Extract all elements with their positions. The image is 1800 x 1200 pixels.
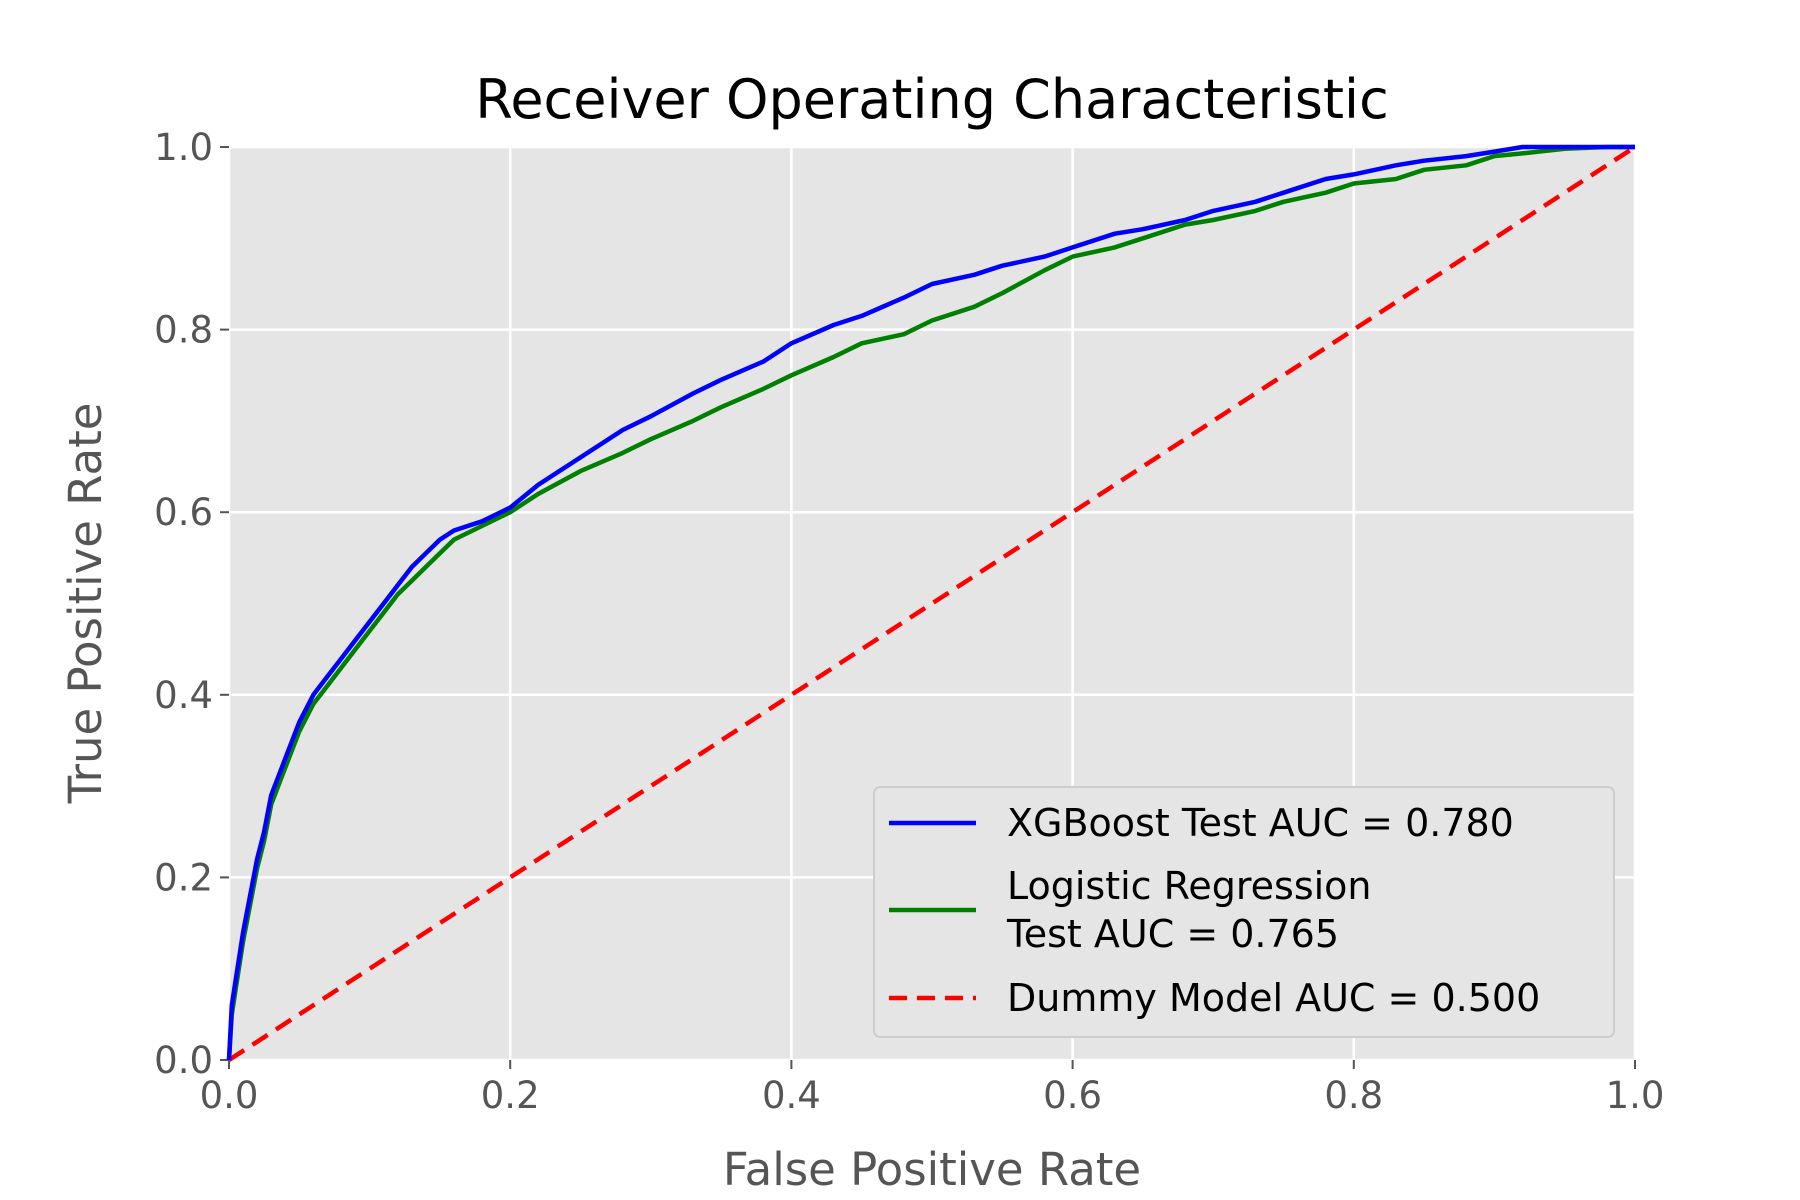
y-tick-label-5: 1.0 [154, 126, 213, 169]
x-tick-label-3: 0.6 [1043, 1074, 1102, 1117]
y-tick-label-2: 0.4 [154, 674, 213, 717]
axes: 0.0 0.2 0.4 0.6 0.8 1.0 0.0 0.2 0.4 0.6 0.8 1.0 [154, 126, 1664, 1117]
series-line-1 [226, 144, 1635, 1061]
x-tick-label-0: 0.0 [200, 1074, 259, 1117]
x-tick-label-1: 0.2 [481, 1074, 540, 1117]
legend: XGBoost Test AUC = 0.780 Logistic Regress… [873, 786, 1615, 1038]
x-tick-label-4: 0.8 [1324, 1074, 1383, 1117]
legend-box [873, 786, 1615, 1038]
x-axis-label: False Positive Rate [723, 1143, 1141, 1196]
y-axis-label: True Positive Rate [59, 403, 112, 805]
y-tick-label-1: 0.2 [154, 856, 213, 899]
legend-label-1-0: Logistic Regression [1007, 864, 1372, 908]
y-tick-label-4: 0.8 [154, 309, 213, 352]
legend-label-1-1: Test AUC = 0.765 [1006, 912, 1339, 956]
x-tick-label-2: 0.4 [762, 1074, 821, 1117]
series-line-0 [226, 144, 1635, 1061]
chart-title: Receiver Operating Characteristic [475, 68, 1389, 131]
series-lines [226, 144, 1637, 1062]
legend-label-0-0: XGBoost Test AUC = 0.780 [1007, 801, 1514, 845]
legend-label-2-0: Dummy Model AUC = 0.500 [1007, 976, 1540, 1020]
x-tick-label-5: 1.0 [1606, 1074, 1665, 1117]
y-tick-label-3: 0.6 [154, 491, 213, 534]
grid-lines [227, 145, 1637, 1062]
y-tick-label-0: 0.0 [154, 1039, 213, 1082]
